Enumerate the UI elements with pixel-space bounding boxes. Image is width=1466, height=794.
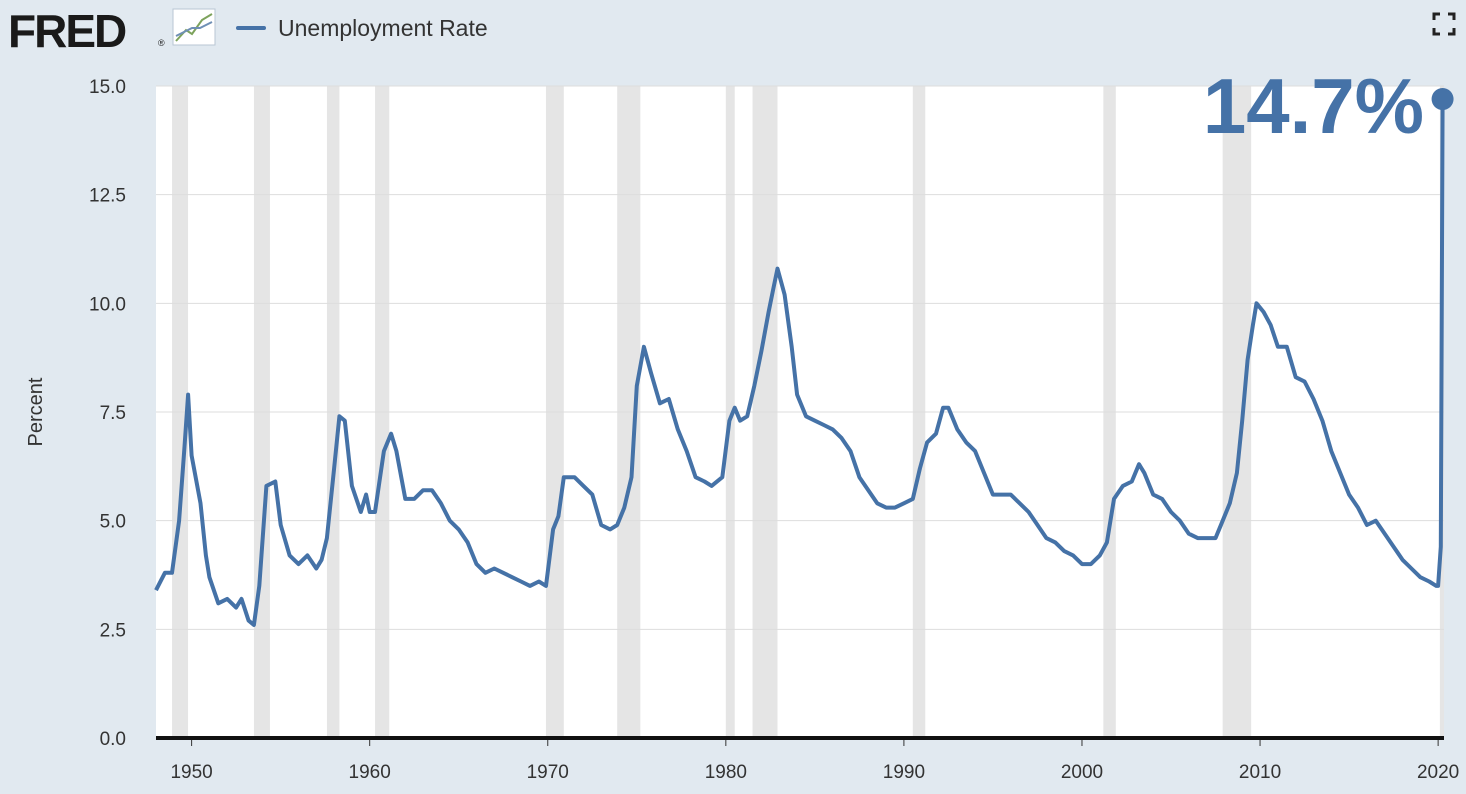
x-tick-label: 1950 bbox=[170, 762, 212, 783]
x-tick-label: 1980 bbox=[705, 762, 747, 783]
legend-label: Unemployment Rate bbox=[278, 14, 488, 41]
y-tick-label: 0.0 bbox=[100, 729, 126, 750]
y-tick-label: 5.0 bbox=[100, 512, 126, 533]
latest-point-marker[interactable] bbox=[1431, 88, 1454, 111]
x-tick-label: 1970 bbox=[527, 762, 569, 783]
y-tick-label: 12.5 bbox=[89, 186, 126, 207]
x-axis-ticks: 1950 1960 1970 1980 1990 2000 2010 2020 bbox=[170, 738, 1459, 783]
series-line-0[interactable] bbox=[154, 98, 1445, 627]
y-axis-ticks: 0.0 2.5 5.0 7.5 10.0 12.5 15.0 bbox=[89, 77, 126, 750]
line-graph-icon bbox=[172, 8, 216, 46]
gridlines bbox=[156, 85, 1444, 630]
registered-mark: ® bbox=[158, 38, 165, 48]
legend-swatch bbox=[236, 26, 266, 30]
y-tick-label: 7.5 bbox=[100, 403, 126, 424]
y-tick-label: 2.5 bbox=[100, 620, 126, 641]
y-axis-label: Percent bbox=[25, 377, 47, 446]
y-tick-label: 10.0 bbox=[89, 294, 126, 315]
chart-header: FRED ® Unemployment Rate bbox=[0, 0, 1466, 57]
x-tick-label: 2020 bbox=[1417, 762, 1459, 783]
y-tick-label: 15.0 bbox=[89, 77, 126, 98]
fred-logo[interactable]: FRED bbox=[8, 5, 127, 57]
x-tick-label: 1960 bbox=[349, 762, 391, 783]
x-tick-label: 1990 bbox=[883, 762, 925, 783]
latest-value-annotation: 14.7% bbox=[1203, 62, 1424, 150]
x-tick-label: 2010 bbox=[1239, 762, 1281, 783]
fullscreen-icon[interactable] bbox=[1432, 12, 1456, 36]
series-layer bbox=[154, 88, 1454, 627]
legend[interactable]: Unemployment Rate bbox=[236, 14, 488, 42]
x-tick-label: 2000 bbox=[1061, 762, 1103, 783]
